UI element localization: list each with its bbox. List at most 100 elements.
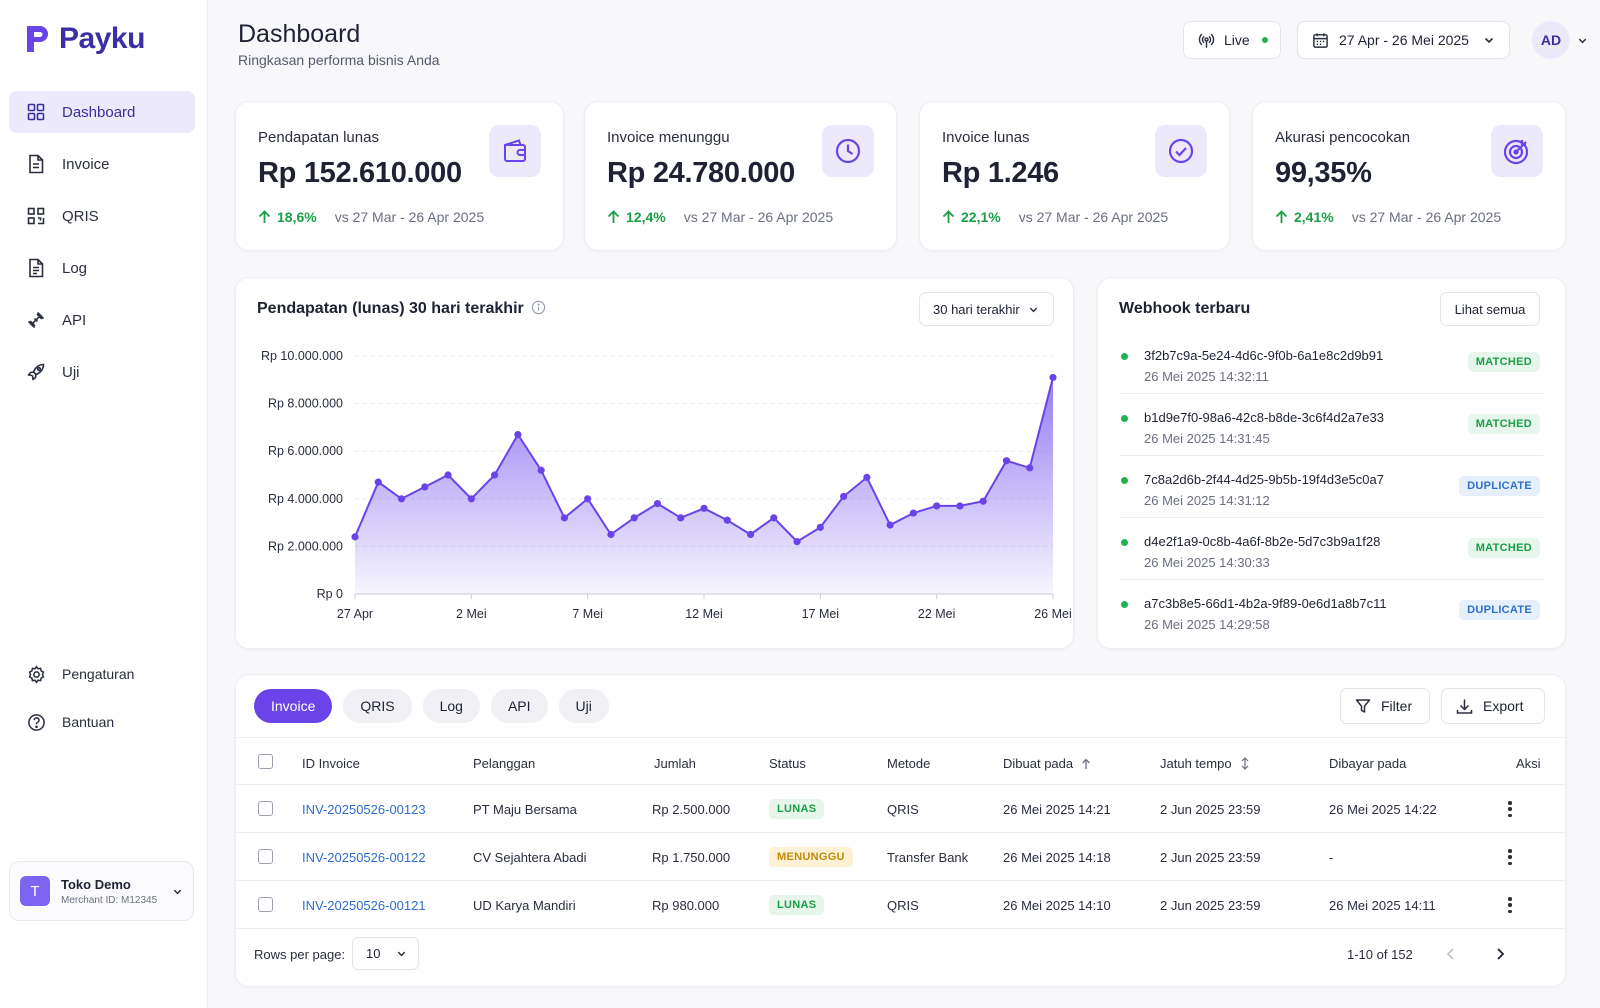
chart-data-point[interactable] <box>863 473 871 481</box>
column-header-jatuh-tempo[interactable]: Jatuh tempo <box>1160 756 1250 771</box>
chart-y-tick-label: Rp 2.000.000 <box>268 539 343 553</box>
chart-x-tick-label: 26 Mei <box>1034 607 1072 621</box>
chart-data-point[interactable] <box>793 538 801 546</box>
chart-data-point[interactable] <box>374 478 382 486</box>
chart-data-point[interactable] <box>816 523 824 531</box>
chart-data-point[interactable] <box>1049 373 1057 382</box>
next-page-button[interactable] <box>1486 940 1514 968</box>
chart-data-point[interactable] <box>653 499 662 508</box>
chart-data-point[interactable] <box>421 483 429 491</box>
prev-page-button[interactable] <box>1437 940 1465 968</box>
webhook-item[interactable]: 3f2b7c9a-5e24-4d6c-9f0b-6a1e8c2d9b91 26 … <box>1119 332 1543 394</box>
chevron-down-icon[interactable] <box>1577 33 1588 51</box>
chart-data-point[interactable] <box>491 471 499 479</box>
sidebar-item-dashboard[interactable]: Dashboard <box>9 91 195 133</box>
chart-data-point[interactable] <box>607 530 615 539</box>
webhook-item[interactable]: b1d9e7f0-98a6-42c8-b8de-3c6f4d2a7e33 26 … <box>1119 394 1543 456</box>
column-header-aksi: Aksi <box>1516 756 1541 771</box>
more-actions-icon[interactable] <box>1507 799 1513 819</box>
live-toggle-button[interactable]: Live <box>1183 21 1281 59</box>
chart-data-point[interactable] <box>746 530 755 539</box>
sidebar-item-pengaturan[interactable]: Pengaturan <box>9 654 195 694</box>
chart-data-point[interactable] <box>770 514 778 522</box>
chart-data-point[interactable] <box>630 514 638 522</box>
chart-data-point[interactable] <box>979 497 987 505</box>
chart-data-point[interactable] <box>397 495 406 503</box>
sidebar-item-bantuan[interactable]: Bantuan <box>9 702 195 742</box>
more-actions-icon[interactable] <box>1507 847 1513 867</box>
webhook-status-dot <box>1121 539 1128 546</box>
invoice-id-link[interactable]: INV-20250526-00123 <box>302 802 426 817</box>
row-checkbox[interactable] <box>258 801 273 816</box>
more-actions-icon[interactable] <box>1507 895 1513 915</box>
sidebar-item-log[interactable]: Log <box>9 247 195 289</box>
tab-qris[interactable]: QRIS <box>343 689 412 723</box>
chart-data-point[interactable] <box>723 516 731 524</box>
rows-per-page-select[interactable]: 10 <box>352 937 419 970</box>
sidebar-item-uji[interactable]: Uji <box>9 351 195 393</box>
log-file-icon <box>26 258 46 278</box>
chart-data-point[interactable] <box>933 502 941 510</box>
date-range-picker[interactable]: 27 Apr - 26 Mei 2025 <box>1297 21 1510 59</box>
table-row[interactable]: INV-20250526-00123 PT Maju Bersama Rp 2.… <box>236 785 1565 833</box>
arrow-up-icon <box>258 210 271 224</box>
chart-data-point[interactable] <box>886 521 894 529</box>
sidebar-item-api[interactable]: API <box>9 299 195 341</box>
sidebar-item-qris[interactable]: QRIS <box>9 195 195 237</box>
webhook-id: d4e2f1a9-0c8b-4a6f-8b2e-5d7c3b9a1f28 <box>1144 534 1381 549</box>
column-header-dibayar[interactable]: Dibayar pada <box>1329 756 1407 771</box>
row-checkbox[interactable] <box>258 849 273 864</box>
sidebar-item-invoice[interactable]: Invoice <box>9 143 195 185</box>
kpi-delta: 2,41% vs 27 Mar - 26 Apr 2025 <box>1275 209 1501 225</box>
table-tabs: Invoice QRIS Log API Uji <box>254 689 609 723</box>
chart-data-point[interactable] <box>584 495 592 503</box>
chart-data-point[interactable] <box>840 492 848 501</box>
chart-data-point[interactable] <box>700 504 708 512</box>
webhook-item[interactable]: a7c3b8e5-66d1-4b2a-9f89-0e6d1a8b7c11 26 … <box>1119 580 1543 642</box>
column-header-status[interactable]: Status <box>769 756 806 771</box>
tab-log[interactable]: Log <box>422 689 480 723</box>
chart-data-point[interactable] <box>560 514 568 522</box>
table-row[interactable]: INV-20250526-00121 UD Karya Mandiri Rp 9… <box>236 881 1565 929</box>
chart-data-point[interactable] <box>956 502 964 510</box>
chart-data-point[interactable] <box>677 514 685 522</box>
tab-invoice[interactable]: Invoice <box>254 689 333 723</box>
chart-data-point[interactable] <box>1026 464 1034 472</box>
table-row[interactable]: INV-20250526-00122 CV Sejahtera Abadi Rp… <box>236 833 1565 881</box>
kpi-delta-percent: 2,41% <box>1294 209 1334 225</box>
chart-data-point[interactable] <box>1002 457 1011 465</box>
select-all-checkbox[interactable] <box>258 754 273 769</box>
column-header-metode[interactable]: Metode <box>887 756 931 771</box>
tab-api[interactable]: API <box>490 689 548 723</box>
merchant-switcher[interactable]: T Toko Demo Merchant ID: M12345 <box>9 861 194 921</box>
webhook-item[interactable]: d4e2f1a9-0c8b-4a6f-8b2e-5d7c3b9a1f28 26 … <box>1119 518 1543 580</box>
chart-data-point[interactable] <box>537 466 545 474</box>
chart-data-point[interactable] <box>444 471 452 479</box>
export-button[interactable]: Export <box>1441 688 1545 724</box>
webhook-item[interactable]: 7c8a2d6b-2f44-4d25-9b5b-19f4d3e5c0a7 26 … <box>1119 456 1543 518</box>
tab-uji[interactable]: Uji <box>558 689 609 723</box>
kpi-value: 99,35% <box>1275 157 1372 189</box>
rows-per-page-value: 10 <box>366 946 381 961</box>
invoice-id-link[interactable]: INV-20250526-00121 <box>302 898 426 913</box>
chart-data-point[interactable] <box>909 509 918 517</box>
info-icon[interactable] <box>531 300 546 315</box>
column-header-pelanggan[interactable]: Pelanggan <box>473 756 536 771</box>
kpi-compare-period: vs 27 Mar - 26 Apr 2025 <box>1018 209 1169 225</box>
filter-button[interactable]: Filter <box>1340 688 1430 724</box>
row-checkbox[interactable] <box>258 897 273 912</box>
chart-data-point[interactable] <box>467 495 475 503</box>
chart-range-select[interactable]: 30 hari terakhir <box>919 292 1054 326</box>
chart-data-point[interactable] <box>514 430 522 439</box>
invoice-id-link[interactable]: INV-20250526-00122 <box>302 850 426 865</box>
customer-name: CV Sejahtera Abadi <box>473 850 587 865</box>
view-all-webhooks-button[interactable]: Lihat semua <box>1440 292 1540 326</box>
column-header-jumlah[interactable]: Jumlah <box>654 756 696 771</box>
user-avatar[interactable]: AD <box>1532 21 1570 59</box>
chart-data-point[interactable] <box>351 533 359 541</box>
revenue-chart-card: Pendapatan (lunas) 30 hari terakhir 30 h… <box>235 277 1074 649</box>
brand-logo[interactable]: Payku <box>25 22 145 56</box>
chevron-right-icon <box>1497 948 1505 960</box>
column-header-dibuat[interactable]: Dibuat pada <box>1003 756 1091 771</box>
column-header-id[interactable]: ID Invoice <box>302 756 360 771</box>
